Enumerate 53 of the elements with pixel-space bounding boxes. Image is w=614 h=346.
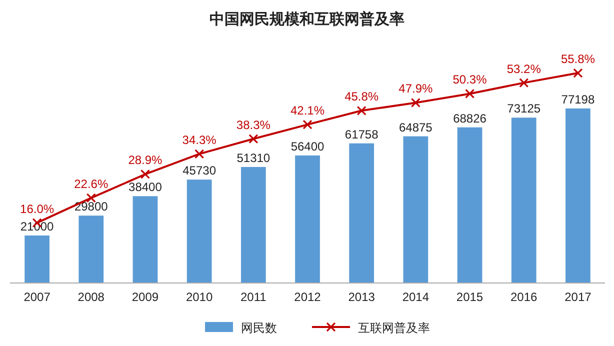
- data-label: 29800: [74, 200, 108, 214]
- data-label: 51310: [236, 150, 270, 165]
- point: [86, 193, 96, 203]
- x-tick-label: 2008: [78, 290, 105, 304]
- bar: [457, 127, 482, 283]
- bar: [349, 143, 374, 283]
- data-label: 56400: [290, 139, 325, 154]
- x-tick-label: 2012: [294, 290, 322, 304]
- data-label: 34.3%: [182, 132, 217, 147]
- data-label: 77198: [561, 92, 595, 106]
- x-tick-label: 2017: [564, 290, 592, 304]
- data-label: 64875: [398, 120, 433, 134]
- legend-label: 网民数: [241, 321, 277, 335]
- bar: [403, 136, 428, 283]
- bar: [132, 196, 158, 283]
- x-tick-label: 2014: [402, 290, 430, 304]
- point: [194, 149, 204, 159]
- data-label: 55.8%: [560, 52, 596, 66]
- x-tick-label: 2011: [240, 290, 267, 304]
- data-label: 45730: [182, 164, 216, 178]
- point: [248, 134, 258, 144]
- x-tick-label: 2015: [456, 290, 484, 304]
- x-tick-label: 2010: [186, 290, 213, 304]
- data-label: 47.9%: [398, 82, 434, 96]
- data-label: 73125: [507, 102, 541, 116]
- data-label: 42.1%: [290, 104, 325, 118]
- data-label: 50.3%: [452, 72, 488, 87]
- data-label: 22.6%: [74, 176, 108, 191]
- x-tick-label: 2016: [510, 290, 538, 304]
- bar: [186, 180, 212, 283]
- data-label: 61758: [344, 127, 379, 142]
- data-label: 16.0%: [20, 202, 54, 216]
- data-label: 53.2%: [506, 62, 542, 76]
- point: [356, 106, 366, 116]
- x-tick-label: 2009: [132, 290, 159, 304]
- point: [140, 169, 150, 180]
- legend-label: 互联网普及率: [358, 321, 430, 335]
- bar: [511, 118, 536, 283]
- point: [410, 98, 420, 108]
- bar: [240, 166, 266, 283]
- bar: [78, 216, 104, 283]
- data-label: 68826: [453, 111, 487, 126]
- x-tick-label: 2013: [348, 290, 376, 304]
- point: [302, 120, 312, 130]
- bar: [295, 155, 320, 283]
- bar: [566, 108, 590, 283]
- bar: [24, 236, 50, 283]
- x-tick-label: 2007: [24, 290, 51, 304]
- data-label: 38400: [128, 180, 162, 194]
- data-label: 45.8%: [344, 90, 379, 104]
- data-label: 28.9%: [128, 153, 163, 168]
- chart-title: 中国网民规模和互联网普及率: [210, 10, 404, 28]
- data-label: 38.3%: [236, 118, 271, 132]
